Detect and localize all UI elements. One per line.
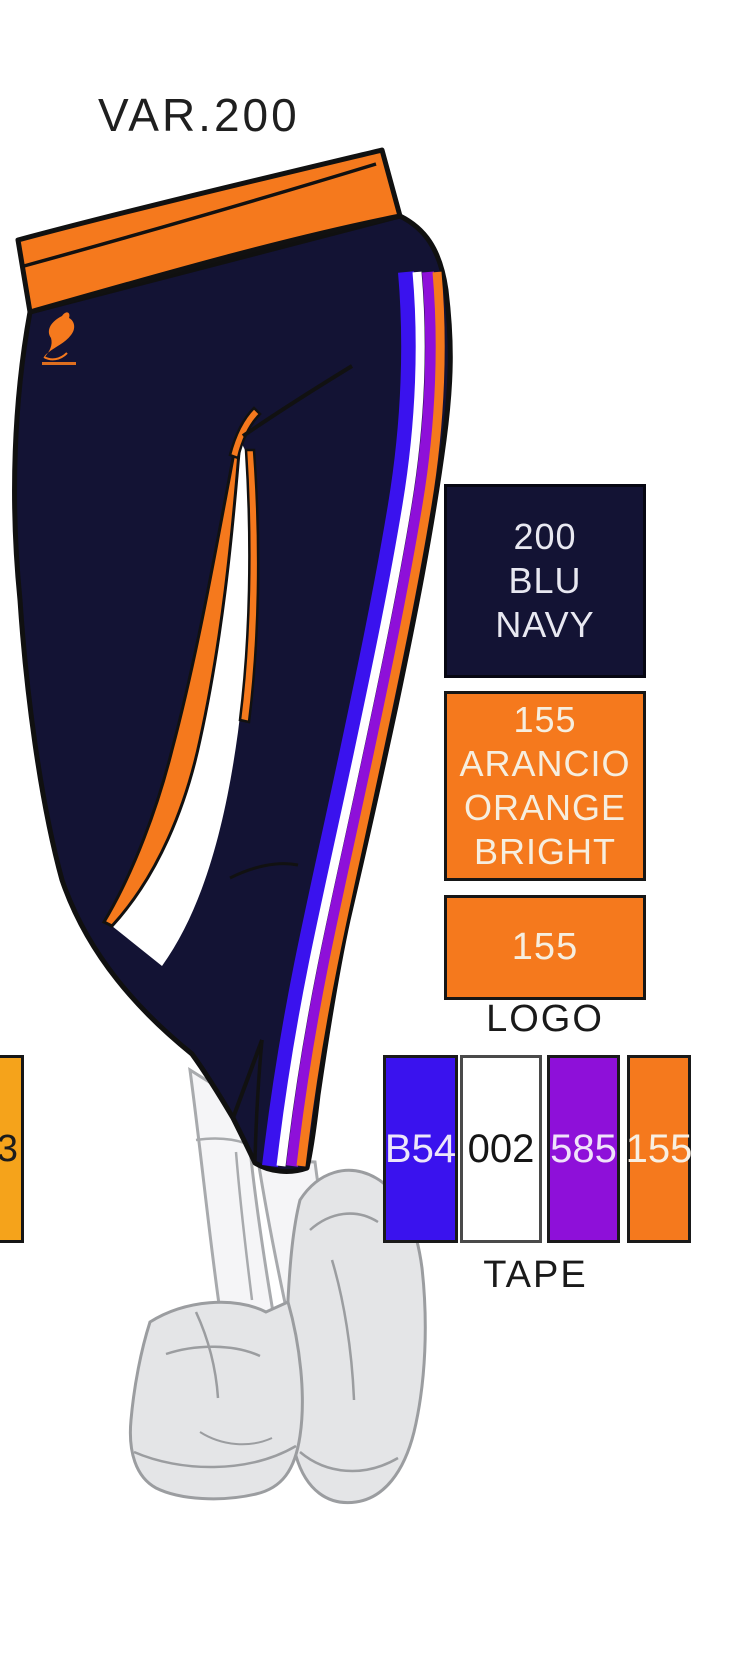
swatch-label: 200 BLU NAVY — [495, 516, 595, 645]
tape-stripe-b54 — [262, 271, 418, 1167]
tape-code: 002 — [467, 1126, 535, 1171]
swatch-label: 155 — [511, 926, 579, 968]
tape-swatch-585: 585 — [547, 1055, 620, 1243]
tape-code: 585 — [550, 1126, 617, 1171]
seam-lines — [229, 364, 354, 1161]
swatch-200-blu-navy: 200 BLU NAVY — [444, 484, 646, 678]
variant-title: VAR.200 — [98, 89, 300, 141]
partial-swatch-code: 3 — [0, 1127, 19, 1170]
tape-stripe-002 — [276, 271, 425, 1167]
tape-swatch-155: 155 — [625, 1055, 693, 1243]
tape-caption: TAPE — [483, 1254, 588, 1296]
partial-swatch-left-edge: 3 — [0, 1055, 24, 1243]
left-shoe — [128, 1299, 304, 1501]
brand-kangaroo-logo — [42, 312, 76, 365]
tape-swatch-b54: B54 — [383, 1055, 458, 1243]
tape-stripe-585 — [286, 271, 438, 1167]
tape-swatch-002: 002 — [460, 1055, 542, 1243]
tape-code: 155 — [625, 1126, 693, 1171]
inner-trim-right — [238, 448, 260, 724]
logo-caption: LOGO — [486, 998, 604, 1040]
tape-stripe-155 — [296, 271, 445, 1167]
side-tape — [262, 271, 445, 1167]
swatch-label: 155 ARANCIO ORANGE BRIGHT — [459, 699, 631, 872]
inner-trim-left — [101, 437, 242, 928]
swatch-155-logo-color: 155 — [444, 895, 646, 1000]
waistband — [15, 147, 403, 315]
sneakers — [128, 1168, 427, 1505]
swatch-155-arancio-orange-bright: 155 ARANCIO ORANGE BRIGHT — [444, 691, 646, 881]
tape-code: B54 — [384, 1126, 457, 1171]
